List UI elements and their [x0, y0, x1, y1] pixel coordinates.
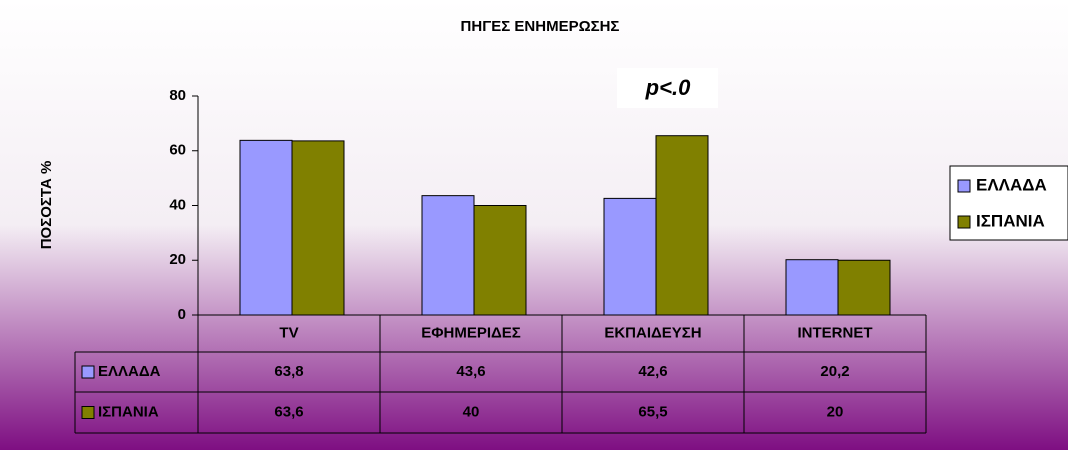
y-tick-label: 40 — [169, 196, 186, 213]
chart-title: ΠΗΓΕΣ ΕΝΗΜΕΡΩΣΗΣ — [461, 18, 620, 35]
x-tick-label: TV — [279, 324, 298, 341]
table-row-label: ΕΛΛΑΔΑ — [98, 363, 161, 380]
table-legend-swatch — [81, 406, 95, 419]
table-cell: 20 — [827, 403, 844, 420]
legend-label: ΙΣΠΑΝΙΑ — [976, 211, 1045, 230]
table-legend-swatch — [81, 365, 95, 379]
table-cell: 63,6 — [274, 403, 303, 420]
bar — [473, 205, 527, 316]
bar — [291, 140, 345, 316]
table-cell: 42,6 — [638, 363, 667, 380]
x-tick-label: ΕΚΠΑΙΔΕΥΣΗ — [604, 324, 701, 341]
table-row-label: ΙΣΠΑΝΙΑ — [98, 403, 159, 420]
bar — [239, 139, 293, 316]
bar — [837, 259, 891, 316]
x-tick-label: ΕΦΗΜΕΡΙΔΕΣ — [421, 324, 521, 341]
y-tick-label: 20 — [169, 251, 186, 268]
legend-swatch — [957, 179, 971, 193]
y-tick-label: 0 — [178, 306, 186, 323]
table-cell: 43,6 — [456, 363, 485, 380]
annotation-box — [617, 68, 718, 108]
y-axis-label: ΠΟΣΟΣΤΑ % — [38, 161, 55, 250]
bar — [785, 259, 839, 316]
legend-label: ΕΛΛΑΔΑ — [976, 175, 1047, 194]
table-cell: 40 — [463, 403, 480, 420]
y-tick-label: 60 — [169, 142, 186, 159]
annotation: p<.0 — [645, 75, 691, 100]
bar — [421, 195, 475, 316]
x-tick-label: INTERNET — [798, 324, 873, 341]
table-cell: 63,8 — [274, 363, 303, 380]
bar — [603, 197, 657, 316]
y-tick-label: 80 — [169, 87, 186, 104]
table-cell: 65,5 — [638, 403, 667, 420]
legend-swatch — [957, 215, 971, 229]
bar — [655, 135, 709, 316]
table-cell: 20,2 — [820, 363, 849, 380]
